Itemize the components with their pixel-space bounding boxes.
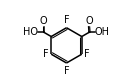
Text: F: F [64,15,69,25]
Text: OH: OH [95,27,110,37]
Text: O: O [40,16,47,26]
Text: HO: HO [23,27,38,37]
Text: F: F [64,66,69,76]
Text: F: F [43,49,49,59]
Text: O: O [86,16,93,26]
Text: F: F [84,49,90,59]
